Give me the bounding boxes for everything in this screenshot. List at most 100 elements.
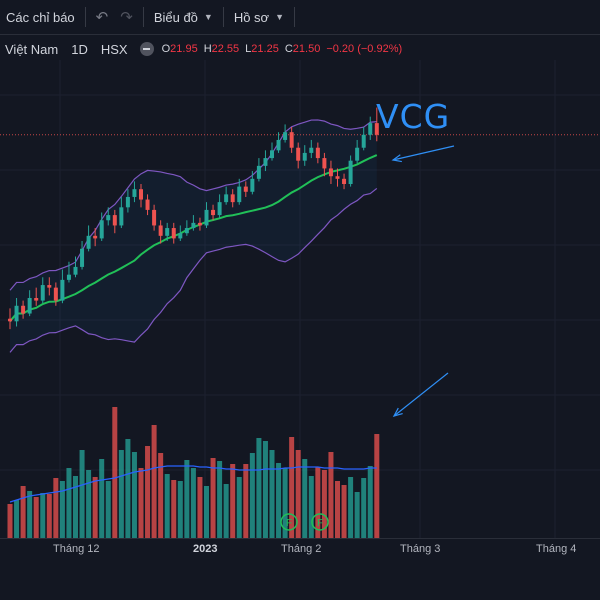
volume-bar (341, 485, 347, 538)
candle-body (374, 123, 379, 135)
volume-bar (164, 474, 170, 538)
legend-exchange[interactable]: Việt Nam (5, 41, 59, 57)
candle-body (152, 209, 157, 226)
candle-body (355, 147, 360, 161)
annotation-arrows (391, 145, 455, 417)
volume-bar (269, 450, 275, 538)
volume-series (7, 407, 380, 538)
upper-band-line (9, 119, 377, 291)
candle-body (99, 220, 104, 239)
volume-bar (295, 450, 301, 538)
candle-body (211, 209, 216, 216)
candle-body (178, 233, 183, 239)
volume-bar (158, 453, 164, 538)
toolbar-divider (84, 7, 86, 27)
annotation-arrow (392, 145, 455, 161)
open-key: O (161, 43, 171, 55)
volume-bar (289, 437, 295, 538)
volume-bar (138, 468, 144, 538)
legend-market[interactable]: HSX (100, 41, 128, 57)
volume-bar (131, 452, 137, 538)
volume-bar (151, 425, 157, 538)
candle-body (276, 139, 281, 151)
high-key: H (203, 43, 212, 55)
volume-bar (125, 439, 131, 538)
candle-body (125, 196, 130, 208)
candle-body (237, 186, 242, 203)
low-value: 21.25 (251, 43, 279, 55)
volume-bar (210, 458, 216, 538)
candle-body (34, 298, 39, 301)
close-key: C (284, 43, 293, 55)
candle-body (53, 287, 58, 301)
volume-bar (262, 441, 268, 538)
volume-bar (256, 438, 262, 538)
candle-body (335, 176, 340, 179)
volume-bar (217, 461, 223, 538)
candle-body (86, 235, 91, 249)
volume-bar (7, 504, 13, 538)
chart-type-label: Biểu đồ (153, 9, 198, 25)
lower-band-line (9, 187, 378, 353)
volume-bar (73, 476, 78, 538)
volume-bar (190, 468, 196, 538)
candle-body (204, 209, 209, 226)
candle-body (368, 123, 373, 135)
collapse-legend-icon[interactable] (139, 42, 154, 56)
volume-bar (33, 497, 39, 538)
candle-body (112, 215, 117, 226)
volume-bar (184, 460, 190, 538)
candle-body (302, 152, 307, 161)
chart-type-button[interactable]: Biểu đồ ▼ (148, 0, 219, 34)
legend-high: H22.55 (204, 43, 239, 55)
low-key: L (245, 43, 252, 55)
volume-bar (197, 477, 203, 538)
candle-body (40, 285, 45, 301)
annotation-arrow (393, 372, 449, 417)
volume-bar (105, 481, 111, 538)
candle-body (328, 168, 333, 177)
candle-body (224, 194, 229, 203)
redo-icon[interactable]: ↷ (120, 9, 133, 26)
volume-bar (59, 481, 65, 538)
candle-body (296, 147, 301, 161)
volume-bar (177, 481, 183, 538)
candle-body (165, 228, 170, 236)
volume-bar (321, 470, 327, 538)
volume-bar (361, 478, 367, 538)
legend-interval[interactable]: 1D (71, 41, 88, 57)
candle-body (60, 279, 65, 301)
candle-body (66, 274, 71, 280)
candle-body (80, 248, 85, 267)
symbol-legend: Việt Nam 1D HSX O21.95 H22.55 L21.25 C21… (0, 40, 402, 58)
candle-body (139, 189, 143, 200)
candle-body (145, 199, 150, 210)
volume-bar (308, 476, 314, 538)
indicators-button[interactable]: Các chỉ báo (6, 9, 75, 25)
volume-bar (53, 478, 59, 538)
volume-bar (20, 486, 26, 538)
candle-body (27, 298, 32, 314)
candle-body (106, 215, 111, 221)
volume-bar (367, 466, 373, 538)
candle-body (197, 222, 202, 226)
candle-body (283, 132, 288, 140)
event-marker-label: F (317, 518, 323, 529)
volume-bar (223, 484, 229, 538)
volume-bar (236, 477, 242, 538)
candle-body (270, 150, 274, 159)
profile-label: Hồ sơ (233, 9, 270, 25)
candle-body (132, 189, 137, 197)
profile-button[interactable]: Hồ sơ ▼ (228, 0, 290, 34)
volume-bar (92, 477, 98, 538)
candle-body (217, 202, 222, 216)
volume-bar (243, 464, 249, 538)
volume-bar (40, 493, 46, 538)
volume-bar (14, 500, 20, 538)
open-value: 21.95 (170, 43, 198, 55)
candle-body (47, 285, 52, 288)
undo-icon[interactable]: ↶ (95, 9, 109, 26)
annotation-arrowhead (392, 407, 403, 417)
